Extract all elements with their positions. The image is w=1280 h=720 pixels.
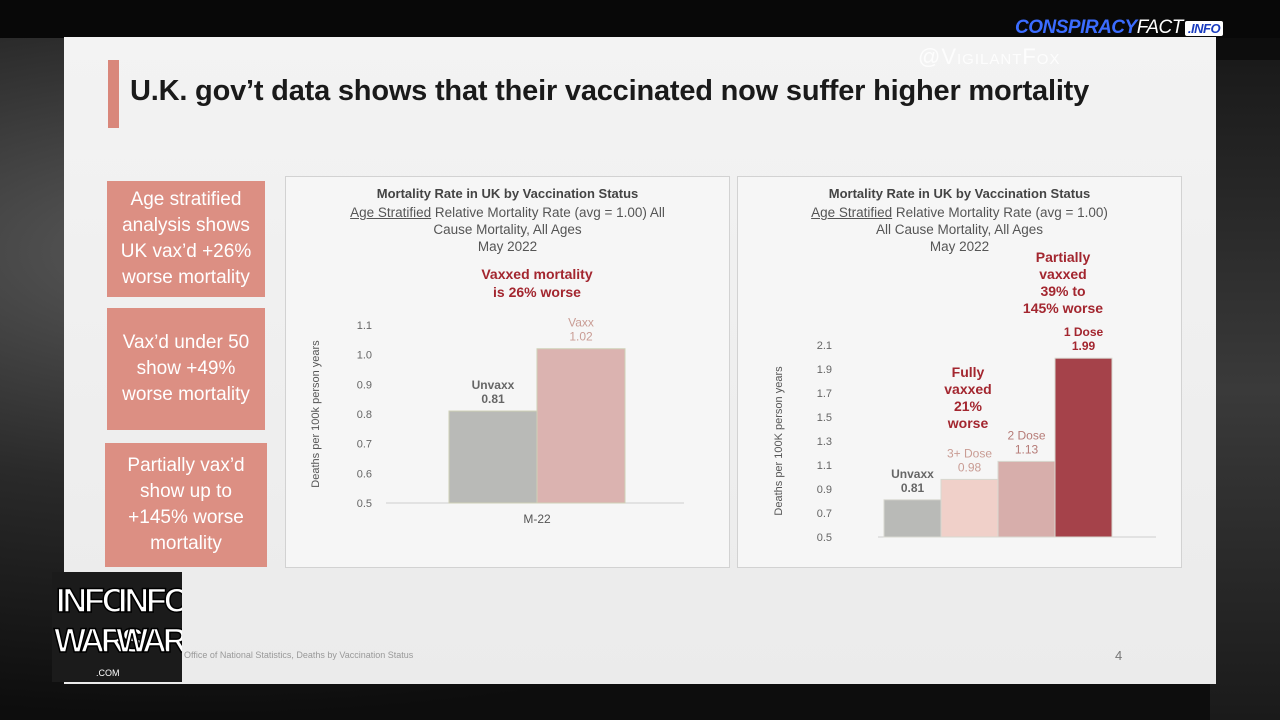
data-label: 0.98	[958, 460, 982, 474]
bar-2-dose	[997, 460, 1056, 538]
data-label: 0.81	[901, 481, 925, 495]
y-tick-label: 1.7	[817, 388, 832, 400]
svg-text:.COM: .COM	[96, 668, 120, 678]
chart-title: Mortality Rate in UK by Vaccination Stat…	[828, 186, 1091, 201]
y-tick-label: 1.1	[817, 460, 832, 472]
chart-title: Mortality Rate in UK by Vaccination Stat…	[376, 186, 639, 201]
annotation-line: vaxxed	[1039, 266, 1086, 282]
title-accent-bar	[108, 60, 119, 128]
summary-line: worse mortality	[122, 267, 250, 288]
y-tick-label: 2.1	[817, 340, 832, 352]
summary-box-1: Age stratified analysis shows UK vax’d +26…	[107, 181, 265, 297]
y-axis-label: Deaths per 100k person years	[310, 340, 322, 488]
svg-text:WARS: WARS	[116, 622, 182, 660]
summary-line: +145% worse	[128, 507, 244, 528]
y-tick-label: 0.6	[357, 468, 372, 480]
summary-box-2: Vax’d under 50 show +49% worse mortality	[107, 308, 265, 430]
annotation-line: 21%	[954, 398, 983, 414]
y-tick-label: 0.8	[357, 409, 372, 421]
summary-line: show +49%	[136, 358, 236, 379]
source-note: Office of National Statistics, Deaths by…	[184, 650, 414, 660]
summary-box-3: Partially vax’d show up to +145% worse mort…	[105, 443, 267, 567]
y-tick-label: 0.9	[357, 379, 372, 391]
bar-name-label: Vaxx	[568, 316, 594, 330]
annotation-line: Partially	[1036, 249, 1091, 265]
annotation-line: Fully	[952, 364, 985, 380]
chart-subtitle: Age Stratified Relative Mortality Rate (…	[811, 205, 1108, 254]
bar-unvaxx	[448, 410, 538, 504]
summary-line: worse mortality	[122, 384, 250, 405]
bar-name-label: Unvaxx	[472, 378, 515, 392]
y-tick-label: 1.5	[817, 412, 832, 424]
summary-line: analysis shows	[122, 215, 250, 236]
summary-line: Partially vax’d	[127, 455, 245, 476]
y-tick-label: 0.5	[357, 498, 372, 510]
y-tick-label: 0.7	[817, 508, 832, 520]
annotation-line: is 26% worse	[493, 284, 581, 300]
infowars-logo: INFO INFO WARS WARS .COM	[52, 572, 182, 682]
summary-line: mortality	[150, 533, 222, 554]
bar-name-label: 3+ Dose	[947, 446, 992, 460]
summary-line: Vax’d under 50	[122, 332, 250, 353]
data-label: 0.81	[481, 392, 505, 406]
bar-name-label: Unvaxx	[891, 467, 934, 481]
slide: U.K. gov’t data shows that their vaccina…	[64, 37, 1216, 684]
y-tick-label: 1.0	[357, 350, 372, 362]
y-tick-label: 1.1	[357, 320, 372, 332]
summary-line: Age stratified	[130, 189, 242, 210]
data-label: 1.02	[569, 330, 593, 344]
y-axis-label: Deaths per 100K person years	[773, 366, 785, 516]
annotation-line: 39% to	[1040, 283, 1085, 299]
data-label: 1.99	[1072, 339, 1096, 353]
y-tick-label: 1.9	[817, 364, 832, 376]
background-edge	[1210, 60, 1280, 720]
y-tick-label: 0.7	[357, 439, 372, 451]
page-number: 4	[1115, 648, 1123, 663]
svg-text:INFO: INFO	[56, 582, 128, 620]
y-tick-label: 1.3	[817, 436, 832, 448]
svg-text:INFO: INFO	[118, 582, 182, 620]
bar-chart-right: 2.1 1.9 1.7 1.5 1.3 1.1 0.9 0.7 0.5 Deaths per 10…	[773, 249, 1156, 544]
bar-name-label: 1 Dose	[1064, 325, 1104, 339]
annotation-line: 145% worse	[1023, 300, 1103, 316]
annotation-line: Vaxxed mortality	[481, 266, 592, 282]
bar-chart-left: 1.1 1.0 0.9 0.8 0.7 0.6 0.5 Deaths per 100k per…	[310, 266, 684, 526]
bar-name-label: 2 Dose	[1007, 428, 1045, 442]
x-category-label: M-22	[523, 512, 551, 526]
chart-panel-left: Mortality Rate in UK by Vaccination Stat…	[285, 176, 730, 568]
chart-panel-right: Mortality Rate in UK by Vaccination Stat…	[737, 176, 1182, 568]
y-tick-label: 0.5	[817, 532, 832, 544]
svg-text:WARS: WARS	[54, 622, 143, 660]
handle-watermark: @VigilantFox	[918, 44, 1061, 69]
bar-unvaxx	[883, 499, 942, 538]
bar-1-dose	[1054, 357, 1113, 538]
annotation-line: worse	[947, 415, 989, 431]
summary-line: UK vax’d +26%	[120, 241, 252, 262]
brand-watermark: CONSPIRACYFACT .INFO	[1015, 17, 1224, 39]
top-letterbox	[0, 0, 1280, 38]
annotation-line: vaxxed	[944, 381, 991, 397]
bar-vaxx	[536, 348, 626, 504]
summary-line: show up to	[140, 481, 232, 502]
y-tick-label: 0.9	[817, 484, 832, 496]
chart-subtitle: Age Stratified Relative Mortality Rate (…	[350, 205, 665, 254]
bar-3-dose	[940, 478, 999, 538]
data-label: 1.13	[1015, 442, 1039, 456]
slide-title: U.K. gov’t data shows that their vaccina…	[130, 75, 1090, 107]
